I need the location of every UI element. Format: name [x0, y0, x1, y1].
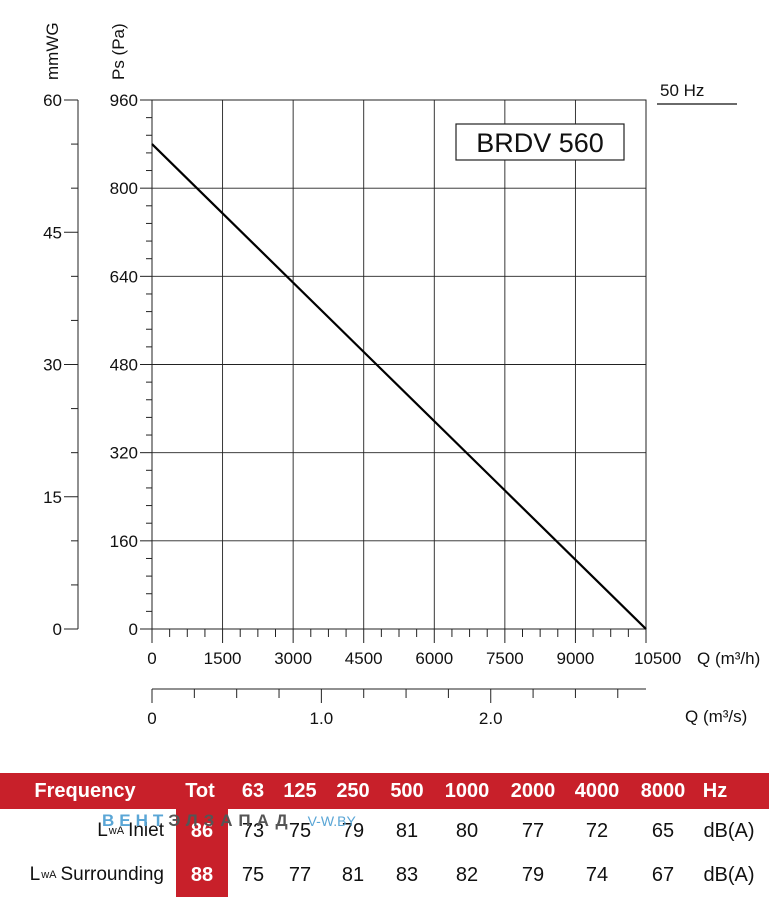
table-cell: 80 — [455, 819, 479, 842]
table-cell: 74 — [585, 863, 609, 886]
secondary-x-tick-label: 2.0 — [479, 709, 503, 728]
table-cell: 83 — [395, 863, 419, 886]
mmwg-tick-label: 15 — [43, 488, 62, 507]
header-tot: Tot — [185, 779, 215, 802]
y-tick-label: 800 — [110, 179, 138, 198]
chart-title-box — [455, 123, 625, 161]
x-axis-label: Q (m³/h) — [697, 649, 760, 668]
header-band: 8000 — [640, 779, 686, 802]
x-tick-label: 10500 — [634, 649, 681, 668]
grid-lines — [152, 100, 646, 629]
x-tick-label: 3000 — [274, 649, 312, 668]
table-header-row: Frequency Tot 63 125 250 500 1000 2000 4… — [0, 773, 769, 809]
table-cell: 79 — [521, 863, 545, 886]
table-cell: 75 — [288, 819, 312, 842]
table-cell: 77 — [521, 819, 545, 842]
y-tick-label: 640 — [110, 267, 138, 286]
header-band: 1000 — [444, 779, 490, 802]
table-cell: 65 — [651, 819, 675, 842]
y-axis-label-mmwg: mmWG — [43, 22, 62, 80]
mmwg-tick-label: 0 — [53, 620, 62, 639]
y-tick-label: 0 — [129, 620, 138, 639]
header-frequency-label: Frequency — [34, 779, 136, 802]
header-band: 250 — [336, 779, 370, 802]
secondary-x-tick-label: 0 — [147, 709, 156, 728]
x-tick-label: 9000 — [557, 649, 595, 668]
x-tick-label: 7500 — [486, 649, 524, 668]
row-tot-surrounding: 88 — [176, 853, 228, 897]
row-tot-inlet: 86 — [176, 809, 228, 853]
tick-labels: 0 160 320 480 640 800 960 0 15 30 45 60 0 1500 3000 450… — [43, 91, 681, 728]
table-cell: 72 — [585, 819, 609, 842]
y-tick-label: 320 — [110, 444, 138, 463]
table-cell: 79 — [341, 819, 365, 842]
header-band: 2000 — [510, 779, 556, 802]
table-cell: 67 — [651, 863, 675, 886]
y-tick-label: 960 — [110, 91, 138, 110]
table-cell: 77 — [288, 863, 312, 886]
header-unit: Hz — [702, 779, 728, 802]
secondary-x-tick-label: 1.0 — [310, 709, 334, 728]
mmwg-tick-label: 60 — [43, 91, 62, 110]
table-cell: 81 — [341, 863, 365, 886]
x-tick-label: 4500 — [345, 649, 383, 668]
frequency-label: 50 Hz — [660, 81, 704, 100]
mmwg-tick-label: 30 — [43, 356, 62, 375]
header-band: 63 — [241, 779, 265, 802]
fan-curve-line — [151, 143, 647, 630]
table-cell: 75 — [241, 863, 265, 886]
chart-title: BRDV 560 — [476, 128, 604, 158]
y-tick-label: 160 — [110, 532, 138, 551]
header-band: 125 — [283, 779, 317, 802]
x-axis-label-secondary: Q (m³/s) — [685, 707, 747, 726]
row-unit-surrounding: dB(A) — [703, 863, 755, 886]
tick-marks — [64, 99, 647, 703]
table-cell: 81 — [395, 819, 419, 842]
x-tick-label: 1500 — [204, 649, 242, 668]
header-band: 4000 — [574, 779, 620, 802]
x-tick-label: 0 — [147, 649, 156, 668]
y-axis-label-pa: Ps (Pa) — [109, 23, 128, 80]
fan-curve-chart: 0 160 320 480 640 800 960 0 15 30 45 60 0 1500 3000 450… — [43, 22, 760, 728]
table-cell: 73 — [241, 819, 265, 842]
sound-power-table: Frequency Tot 63 125 250 500 1000 2000 4… — [0, 773, 769, 897]
table-cell: 82 — [455, 863, 479, 886]
series-lines — [151, 143, 647, 630]
row-unit-inlet: dB(A) — [703, 819, 755, 842]
header-band: 500 — [390, 779, 424, 802]
mmwg-tick-label: 45 — [43, 223, 62, 242]
y-tick-label: 480 — [110, 356, 138, 375]
x-tick-label: 6000 — [415, 649, 453, 668]
